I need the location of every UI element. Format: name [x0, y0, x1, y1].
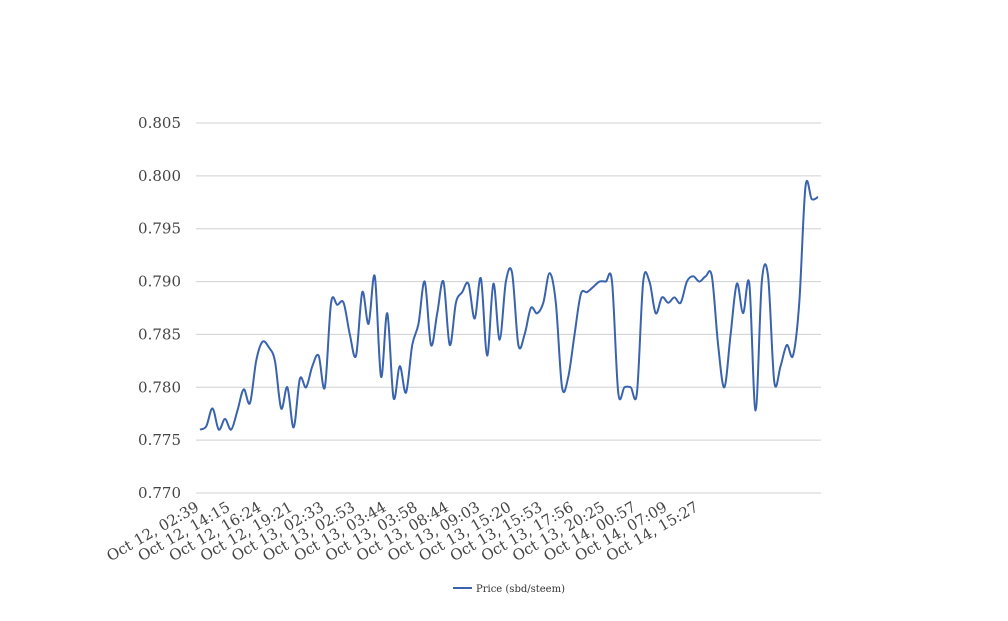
- gridlines: [196, 122, 821, 494]
- y-tick-label: 0.795: [138, 220, 181, 238]
- y-axis-tick-labels: 0.770 0.775 0.780 0.785 0.790 0.795 0.800 0.805: [138, 114, 181, 502]
- y-tick-label: 0.805: [138, 114, 181, 132]
- legend: Price (sbd/steem): [453, 584, 565, 595]
- series-line-price: [199, 179, 819, 431]
- y-tick-label: 0.790: [138, 273, 181, 291]
- legend-label: Price (sbd/steem): [476, 584, 565, 595]
- series-lines: [199, 179, 819, 431]
- y-tick-label: 0.785: [138, 325, 181, 343]
- y-tick-label: 0.780: [138, 378, 181, 396]
- y-tick-label: 0.775: [138, 431, 181, 449]
- y-tick-label: 0.800: [138, 167, 181, 185]
- y-tick-label: 0.770: [138, 484, 181, 502]
